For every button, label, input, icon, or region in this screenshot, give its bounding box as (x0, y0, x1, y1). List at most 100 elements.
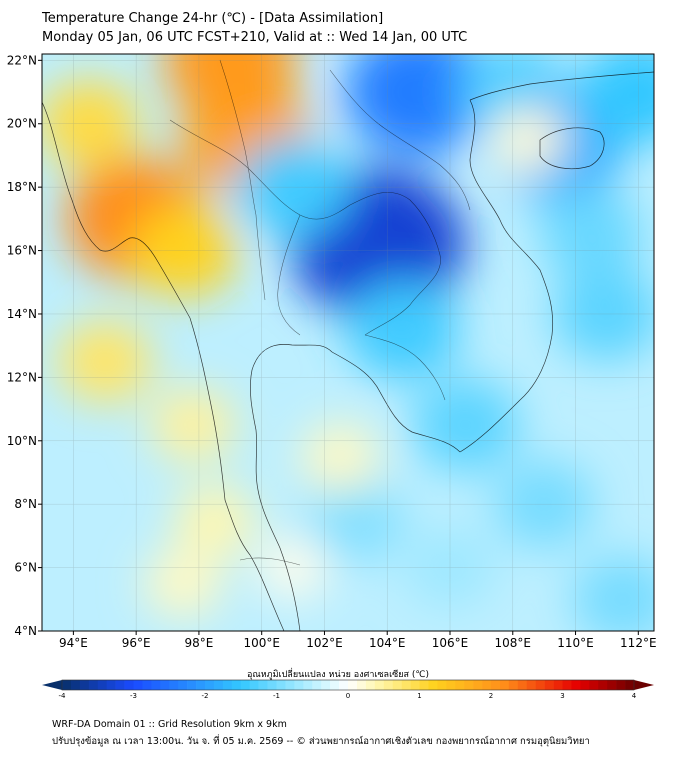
colorbar-segment (392, 680, 402, 690)
peninsula-west-coast (189, 317, 285, 631)
footer-domain-info: WRF-DA Domain 01 :: Grid Resolution 9km … (52, 719, 287, 730)
colorbar-segment (365, 680, 376, 690)
colorbar-segment (205, 680, 215, 690)
colorbar-segment (124, 680, 134, 690)
field-anomaly-25 (404, 527, 496, 608)
lat-tick-label: 18°N (7, 180, 37, 194)
gulf-of-thailand-coast (250, 344, 333, 631)
field-anomaly-10 (345, 54, 492, 156)
colorbar-max-arrow (634, 680, 654, 690)
colorbar-segment (339, 680, 349, 690)
colorbar-segment (473, 680, 483, 690)
colorbar-segment (62, 680, 72, 690)
colorbar-segment (455, 680, 465, 690)
lon-tick-label: 104°E (369, 636, 406, 650)
colorbar-tick-label: -1 (273, 692, 280, 700)
colorbar-segment (151, 680, 161, 690)
field-anomaly-5 (57, 320, 153, 403)
lat-tick-label: 10°N (7, 434, 37, 448)
graticule (42, 54, 654, 631)
myanmar-thailand-border (219, 59, 266, 301)
colorbar-segment (294, 680, 304, 690)
colorbar-tick-label: -3 (130, 692, 137, 700)
colorbar-segment (607, 680, 617, 690)
field-anomaly-14 (345, 280, 460, 380)
colorbar-segment (383, 680, 393, 690)
colorbar-segment (348, 680, 358, 690)
field-anomaly-7 (173, 484, 256, 556)
colorbar-segment (499, 680, 510, 690)
colorbar-segment (187, 680, 197, 690)
colorbar-frame (61, 679, 635, 691)
lon-tick-label: 94°E (59, 636, 88, 650)
thailand-north-border (169, 119, 441, 336)
lon-tick-label: 110°E (557, 636, 594, 650)
colorbar-segment (196, 680, 206, 690)
field-anomaly-3 (42, 79, 140, 168)
myanmar-coast (42, 101, 191, 319)
lon-tick-label: 108°E (495, 636, 532, 650)
field-anomaly-15 (411, 378, 520, 472)
colorbar-segment (160, 680, 170, 690)
field-anomaly-23 (539, 189, 644, 281)
chart-title: Temperature Change 24-hr (℃) - [Data Ass… (42, 11, 384, 26)
field-anomaly-2 (163, 54, 297, 119)
hainan-island (539, 127, 605, 170)
footer-update-info: ปรับปรุงข้อมูล ณ เวลา 13:00น. วัน จ. ที่… (52, 736, 590, 747)
lat-tick-label: 12°N (7, 370, 37, 384)
lon-tick-label: 102°E (306, 636, 343, 650)
colorbar-segment (553, 680, 563, 690)
colorbar-tick-label: 3 (560, 692, 565, 700)
colorbar-tick-label: 4 (631, 692, 637, 700)
colorbar-segment (258, 680, 268, 690)
colorbar-segment (133, 680, 143, 690)
lat-tick-label: 14°N (7, 307, 37, 321)
colorbar-min-arrow (42, 680, 62, 690)
colorbar-segment (303, 680, 313, 690)
china-south-coast (469, 71, 654, 101)
colorbar-segment (267, 680, 277, 690)
field-anomaly-4 (129, 203, 238, 298)
lon-tick-label: 106°E (432, 636, 469, 650)
colorbar-segment (419, 680, 429, 690)
colorbar-segment (544, 680, 554, 690)
thailand-central-border (277, 214, 301, 336)
coastlines (42, 71, 654, 631)
colorbar-title: อุณหภูมิเปลี่ยนแปลง หน่วย องศาเซลเซียส (… (246, 670, 430, 680)
colorbar (42, 679, 654, 691)
axis-ticks: 94°E 96°E 98°E 100°E 102°E 104°E 106°E 108°E 110… (7, 53, 657, 650)
lat-tick-label: 16°N (7, 244, 37, 258)
colorbar-segment (589, 680, 599, 690)
colorbar-segment (356, 680, 367, 690)
field-anomaly-6 (150, 387, 236, 462)
colorbar-segment (535, 680, 545, 690)
field-anomaly-16 (553, 267, 654, 361)
colorbar-segment (97, 680, 107, 690)
lat-tick-label: 8°N (14, 497, 37, 511)
colorbar-segment (562, 680, 572, 690)
field-anomaly-22 (256, 536, 330, 599)
cambodia-coast (331, 351, 461, 453)
colorbar-segment (437, 680, 447, 690)
colorbar-segment (482, 680, 492, 690)
colorbar-segment (312, 680, 322, 690)
laos-north-border (329, 69, 471, 211)
colorbar-segment (508, 680, 519, 690)
colorbar-segment (491, 680, 501, 690)
colorbar-segment (321, 680, 331, 690)
colorbar-segment (106, 680, 116, 690)
field-anomaly-19 (572, 555, 654, 631)
colorbar-segment (464, 680, 474, 690)
lon-tick-label: 112°E (620, 636, 657, 650)
colorbar-segment (517, 680, 528, 690)
colorbar-segment (401, 680, 411, 690)
colorbar-segment (169, 680, 179, 690)
colorbar-segment (142, 680, 152, 690)
colorbar-segment (598, 680, 608, 690)
colorbar-segment (222, 680, 233, 690)
colorbar-segment (249, 680, 259, 690)
lon-tick-label: 96°E (122, 636, 151, 650)
colorbar-segment (374, 680, 385, 690)
colorbar-segment (580, 680, 590, 690)
